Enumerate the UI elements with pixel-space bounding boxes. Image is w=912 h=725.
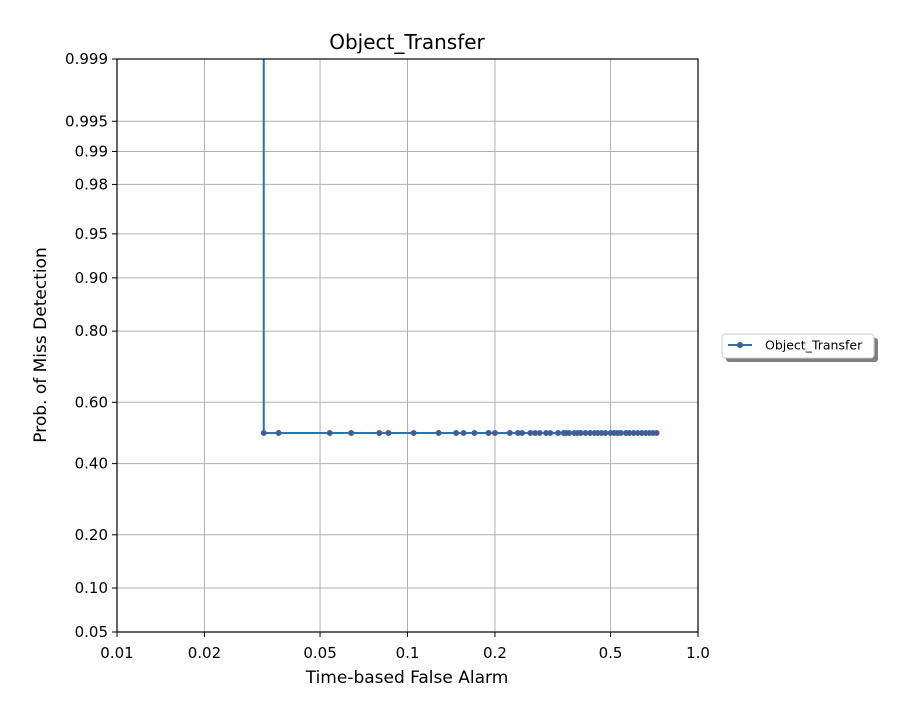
data-point-marker [566,429,573,436]
x-tick-label: 0.01 [100,644,133,662]
x-tick-label: 0.5 [599,644,623,662]
series-layer [260,59,660,436]
data-point-marker [602,429,609,436]
data-point-marker [536,429,543,436]
x-tick-label: 0.02 [188,644,221,662]
y-tick-label: 0.20 [75,526,108,544]
data-point-marker [485,429,492,436]
y-tick-label: 0.90 [75,269,108,287]
data-point-marker [275,429,282,436]
data-point-marker [385,429,392,436]
y-tick-label: 0.95 [75,225,108,243]
data-point-marker [410,429,417,436]
data-point-marker [491,429,498,436]
y-tick-label: 0.99 [75,142,108,160]
y-tick-label: 0.999 [65,50,108,68]
y-tick-label: 0.40 [75,455,108,473]
data-point-marker [653,429,660,436]
data-point-marker [435,429,442,436]
data-point-marker [506,429,513,436]
data-point-marker [453,429,460,436]
y-tick-label: 0.60 [75,393,108,411]
legend-box [721,333,875,359]
x-tick-label: 0.1 [396,644,420,662]
data-point-marker [617,429,624,436]
data-point-marker [376,429,383,436]
y-tick-label: 0.98 [75,175,108,193]
y-tick-label: 0.80 [75,322,108,340]
y-tick-label: 0.10 [75,579,108,597]
data-point-marker [348,429,355,436]
data-point-marker [260,429,267,436]
x-axis-title: Time-based False Alarm [305,668,509,688]
data-point-marker [460,429,467,436]
x-tick-label: 1.0 [686,644,710,662]
x-tick-label: 0.2 [483,644,507,662]
y-tick-label: 0.995 [65,112,108,130]
legend: Object_Transfer [721,333,878,362]
data-point-marker [471,429,478,436]
legend-marker-swatch [736,341,744,349]
series-line [262,59,657,434]
tick-layer: 0.01 0.02 0.05 0.1 0.2 0.5 1.0 0.05 0.10 0.20 0.40… [65,50,710,662]
data-point-marker [519,429,526,436]
x-tick-label: 0.05 [303,644,336,662]
data-point-marker [547,429,554,436]
y-tick-label: 0.05 [75,623,108,641]
chart-title: Object_Transfer [329,30,485,54]
data-point-marker [555,429,562,436]
data-point-marker [326,429,333,436]
legend-label: Object_Transfer [765,338,863,353]
grid-layer [116,58,699,633]
y-axis-title: Prob. of Miss Detection [31,247,51,442]
